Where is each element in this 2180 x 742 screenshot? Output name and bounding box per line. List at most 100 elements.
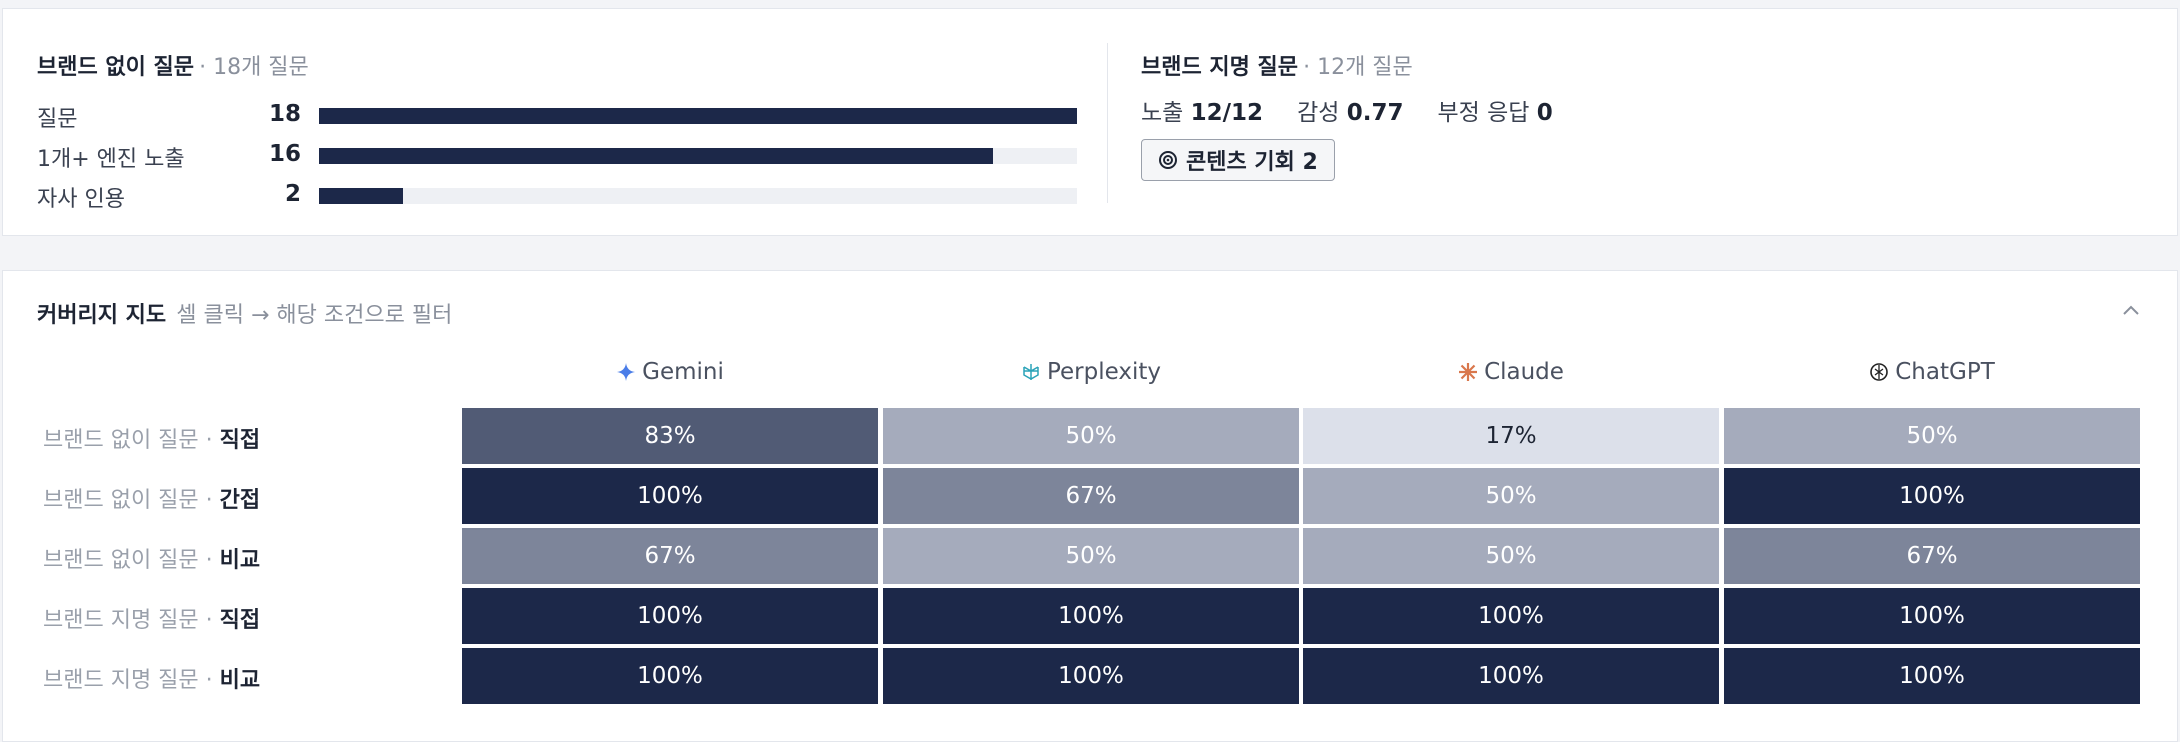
coverage-cell[interactable]: 100%: [883, 648, 1299, 704]
metric: 부정 응답 0: [1437, 93, 1552, 127]
metric-value: 0.77: [1346, 100, 1404, 126]
hint: 셀 클릭 → 해당 조건으로 필터: [176, 303, 453, 328]
bar: [319, 188, 404, 204]
cell-label: 100%: [637, 663, 703, 689]
coverage-cell[interactable]: 50%: [883, 408, 1299, 464]
engine-name: ChatGPT: [1895, 359, 1995, 385]
cell-label: 50%: [1485, 543, 1537, 569]
row-label: 1개+ 엔진 노출: [37, 147, 185, 172]
cell-label: 100%: [1899, 603, 1965, 629]
column-header: Gemini: [462, 359, 878, 385]
column-header: Claude: [1303, 359, 1719, 385]
row-label: 브랜드 없이 질문 · 직접: [43, 422, 260, 454]
coverage-cell[interactable]: 50%: [1303, 468, 1719, 524]
metric-label: 부정 응답: [1437, 100, 1530, 126]
coverage-cell[interactable]: 67%: [1724, 528, 2140, 584]
coverage-cell[interactable]: 67%: [462, 528, 878, 584]
coverage-card: 커버리지 지도 셀 클릭 → 해당 조건으로 필터 Gemini Perplexi…: [2, 270, 2178, 742]
coverage-header: 커버리지 지도 셀 클릭 → 해당 조건으로 필터: [37, 297, 452, 329]
button-label: 콘텐츠 기회 2: [1186, 150, 1318, 175]
row-value: 2: [284, 181, 301, 207]
subtitle: · 12개 질문: [1303, 55, 1413, 80]
coverage-cell[interactable]: 50%: [883, 528, 1299, 584]
row-label: 브랜드 없이 질문 · 비교: [43, 542, 260, 574]
coverage-cell[interactable]: 100%: [883, 588, 1299, 644]
row-value: 16: [268, 141, 301, 167]
opportunity-button[interactable]: 콘텐츠 기회 2: [1141, 139, 1335, 181]
row-group: 브랜드 지명 질문 ·: [43, 668, 213, 693]
cell-label: 100%: [1058, 603, 1124, 629]
row-kind: 비교: [219, 668, 261, 693]
bar-track: [319, 148, 1077, 164]
row-label: 자사 인용: [37, 187, 125, 212]
coverage-cell[interactable]: 100%: [1724, 588, 2140, 644]
coverage-cell[interactable]: 50%: [1724, 408, 2140, 464]
row-group: 브랜드 없이 질문 ·: [43, 428, 213, 453]
coverage-cell[interactable]: 100%: [462, 588, 878, 644]
engine-name: Gemini: [642, 359, 724, 385]
row-label: 브랜드 지명 질문 · 비교: [43, 662, 260, 694]
column-header: Perplexity: [883, 359, 1299, 385]
cell-label: 50%: [1485, 483, 1537, 509]
metric-label: 노출: [1141, 100, 1184, 126]
cell-label: 100%: [1899, 663, 1965, 689]
engine-name: Claude: [1484, 359, 1564, 385]
summary-card: 브랜드 없이 질문 · 18개 질문 질문 18 1개+ 엔진 노출 16 자사 인용 2…: [2, 8, 2178, 236]
cell-label: 50%: [1906, 423, 1958, 449]
engine-icon: [1459, 363, 1478, 381]
row-group: 브랜드 없이 질문 ·: [43, 548, 213, 573]
cell-label: 67%: [644, 543, 696, 569]
engine-icon: [1870, 363, 1889, 381]
title: 커버리지 지도: [37, 303, 167, 328]
cell-label: 100%: [1899, 483, 1965, 509]
cell-label: 50%: [1065, 543, 1117, 569]
cell-label: 100%: [1478, 603, 1544, 629]
metric: 감성 0.77: [1297, 93, 1403, 127]
cell-label: 50%: [1065, 423, 1117, 449]
target-icon: [1159, 151, 1177, 169]
row-group: 브랜드 없이 질문 ·: [43, 488, 213, 513]
title: 브랜드 없이 질문: [37, 55, 194, 80]
bar: [319, 108, 1077, 124]
metrics: 노출 12/12 감성 0.77 부정 응답 0: [1141, 93, 1553, 127]
cell-label: 83%: [644, 423, 696, 449]
coverage-cell[interactable]: 100%: [1724, 648, 2140, 704]
column-header: ChatGPT: [1724, 359, 2140, 385]
row-kind: 직접: [219, 608, 261, 633]
row-kind: 직접: [219, 428, 261, 453]
row-value: 18: [268, 101, 301, 127]
cell-label: 17%: [1485, 423, 1537, 449]
bar: [319, 148, 993, 164]
coverage-cell[interactable]: 100%: [1303, 588, 1719, 644]
coverage-cell[interactable]: 67%: [883, 468, 1299, 524]
coverage-cell[interactable]: 50%: [1303, 528, 1719, 584]
branded-header: 브랜드 지명 질문 · 12개 질문: [1141, 49, 1413, 81]
collapse-toggle[interactable]: [2121, 303, 2141, 317]
bar-track: [319, 188, 1077, 204]
coverage-cell[interactable]: 100%: [1303, 648, 1719, 704]
row-label: 브랜드 지명 질문 · 직접: [43, 602, 260, 634]
metric-value: 0: [1536, 100, 1553, 126]
row-kind: 비교: [219, 548, 261, 573]
divider: [1107, 43, 1108, 203]
row-kind: 간접: [219, 488, 261, 513]
coverage-cell[interactable]: 100%: [462, 468, 878, 524]
metric: 노출 12/12: [1141, 93, 1263, 127]
coverage-cell[interactable]: 83%: [462, 408, 878, 464]
subtitle: · 18개 질문: [199, 55, 309, 80]
coverage-cell[interactable]: 100%: [462, 648, 878, 704]
unbranded-header: 브랜드 없이 질문 · 18개 질문: [37, 49, 309, 81]
coverage-cell[interactable]: 100%: [1724, 468, 2140, 524]
coverage-cell[interactable]: 17%: [1303, 408, 1719, 464]
metric-value: 12/12: [1190, 100, 1264, 126]
cell-label: 100%: [1478, 663, 1544, 689]
row-label: 브랜드 없이 질문 · 간접: [43, 482, 260, 514]
cell-label: 67%: [1065, 483, 1117, 509]
cell-label: 100%: [1058, 663, 1124, 689]
cell-label: 100%: [637, 603, 703, 629]
engine-name: Perplexity: [1046, 359, 1162, 385]
row-group: 브랜드 지명 질문 ·: [43, 608, 213, 633]
engine-icon: [1023, 364, 1039, 380]
bar-track: [319, 108, 1077, 124]
